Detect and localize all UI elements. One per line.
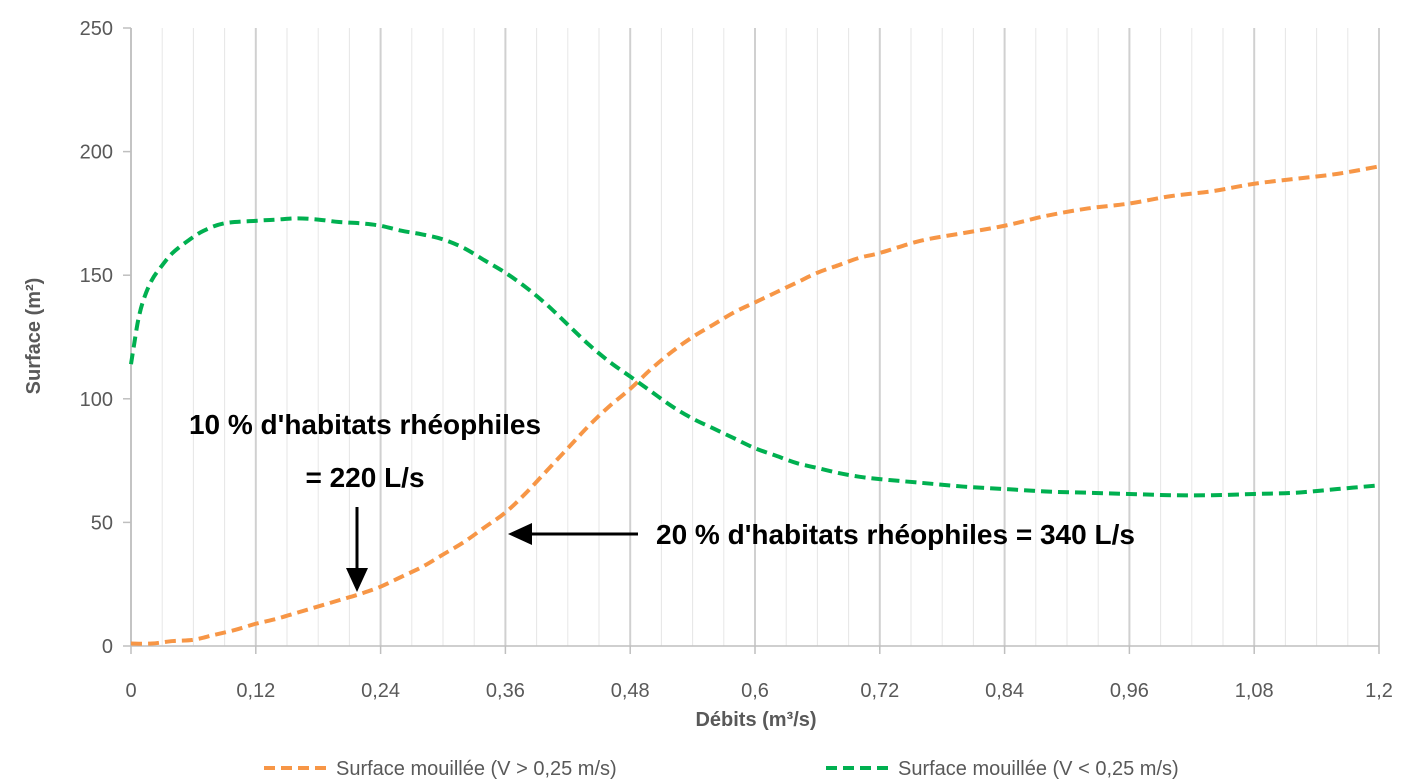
x-tick-label: 0,48 [611, 680, 650, 702]
legend: Surface mouillée (V > 0,25 m/s) Surface … [264, 758, 1179, 779]
x-tick-label: 0,6 [741, 680, 769, 702]
x-tick-label: 0 [125, 680, 136, 702]
x-tick-label: 0,24 [361, 680, 400, 702]
y-tick-label: 0 [102, 636, 113, 658]
x-tick-label: 0,96 [1110, 680, 1149, 702]
x-tick-label: 0,84 [985, 680, 1024, 702]
series-line-orange [130, 164, 1380, 646]
x-tick-label: 1,2 [1365, 680, 1393, 702]
y-tick-label: 50 [91, 512, 113, 534]
series-layer [129, 164, 1380, 646]
y-tick-label: 150 [80, 265, 113, 287]
y-axis-title: Surface (m²) [23, 278, 45, 395]
gridlines [130, 28, 1380, 646]
legend-label-orange: Surface mouillée (V > 0,25 m/s) [336, 758, 617, 779]
y-tick-label: 100 [80, 389, 113, 411]
legend-label-green: Surface mouillée (V < 0,25 m/s) [898, 758, 1179, 779]
annotation-340-arrow-head [508, 523, 532, 545]
y-tick-label: 200 [80, 142, 113, 164]
annotation-340: 20 % d'habitats rhéophiles = 340 L/s [656, 519, 1135, 550]
x-tick-label: 0,12 [236, 680, 275, 702]
axes: 0 50 100 150 200 250 0 0,12 0,24 0,36 0,48 0,6 0,72 0… [80, 18, 1393, 702]
annotation-220-line2: = 220 L/s [305, 462, 424, 493]
x-tick-label: 0,36 [486, 680, 525, 702]
x-tick-label: 0,72 [860, 680, 899, 702]
annotation-220-line1: 10 % d'habitats rhéophiles [189, 409, 541, 440]
annotations: 10 % d'habitats rhéophiles = 220 L/s 20 … [189, 409, 1135, 592]
series-line-green [129, 216, 1380, 498]
x-tick-label: 1,08 [1235, 680, 1274, 702]
x-axis-title: Débits (m³/s) [695, 709, 816, 731]
y-tick-label: 250 [80, 18, 113, 40]
annotation-220-arrow-head [346, 568, 368, 592]
